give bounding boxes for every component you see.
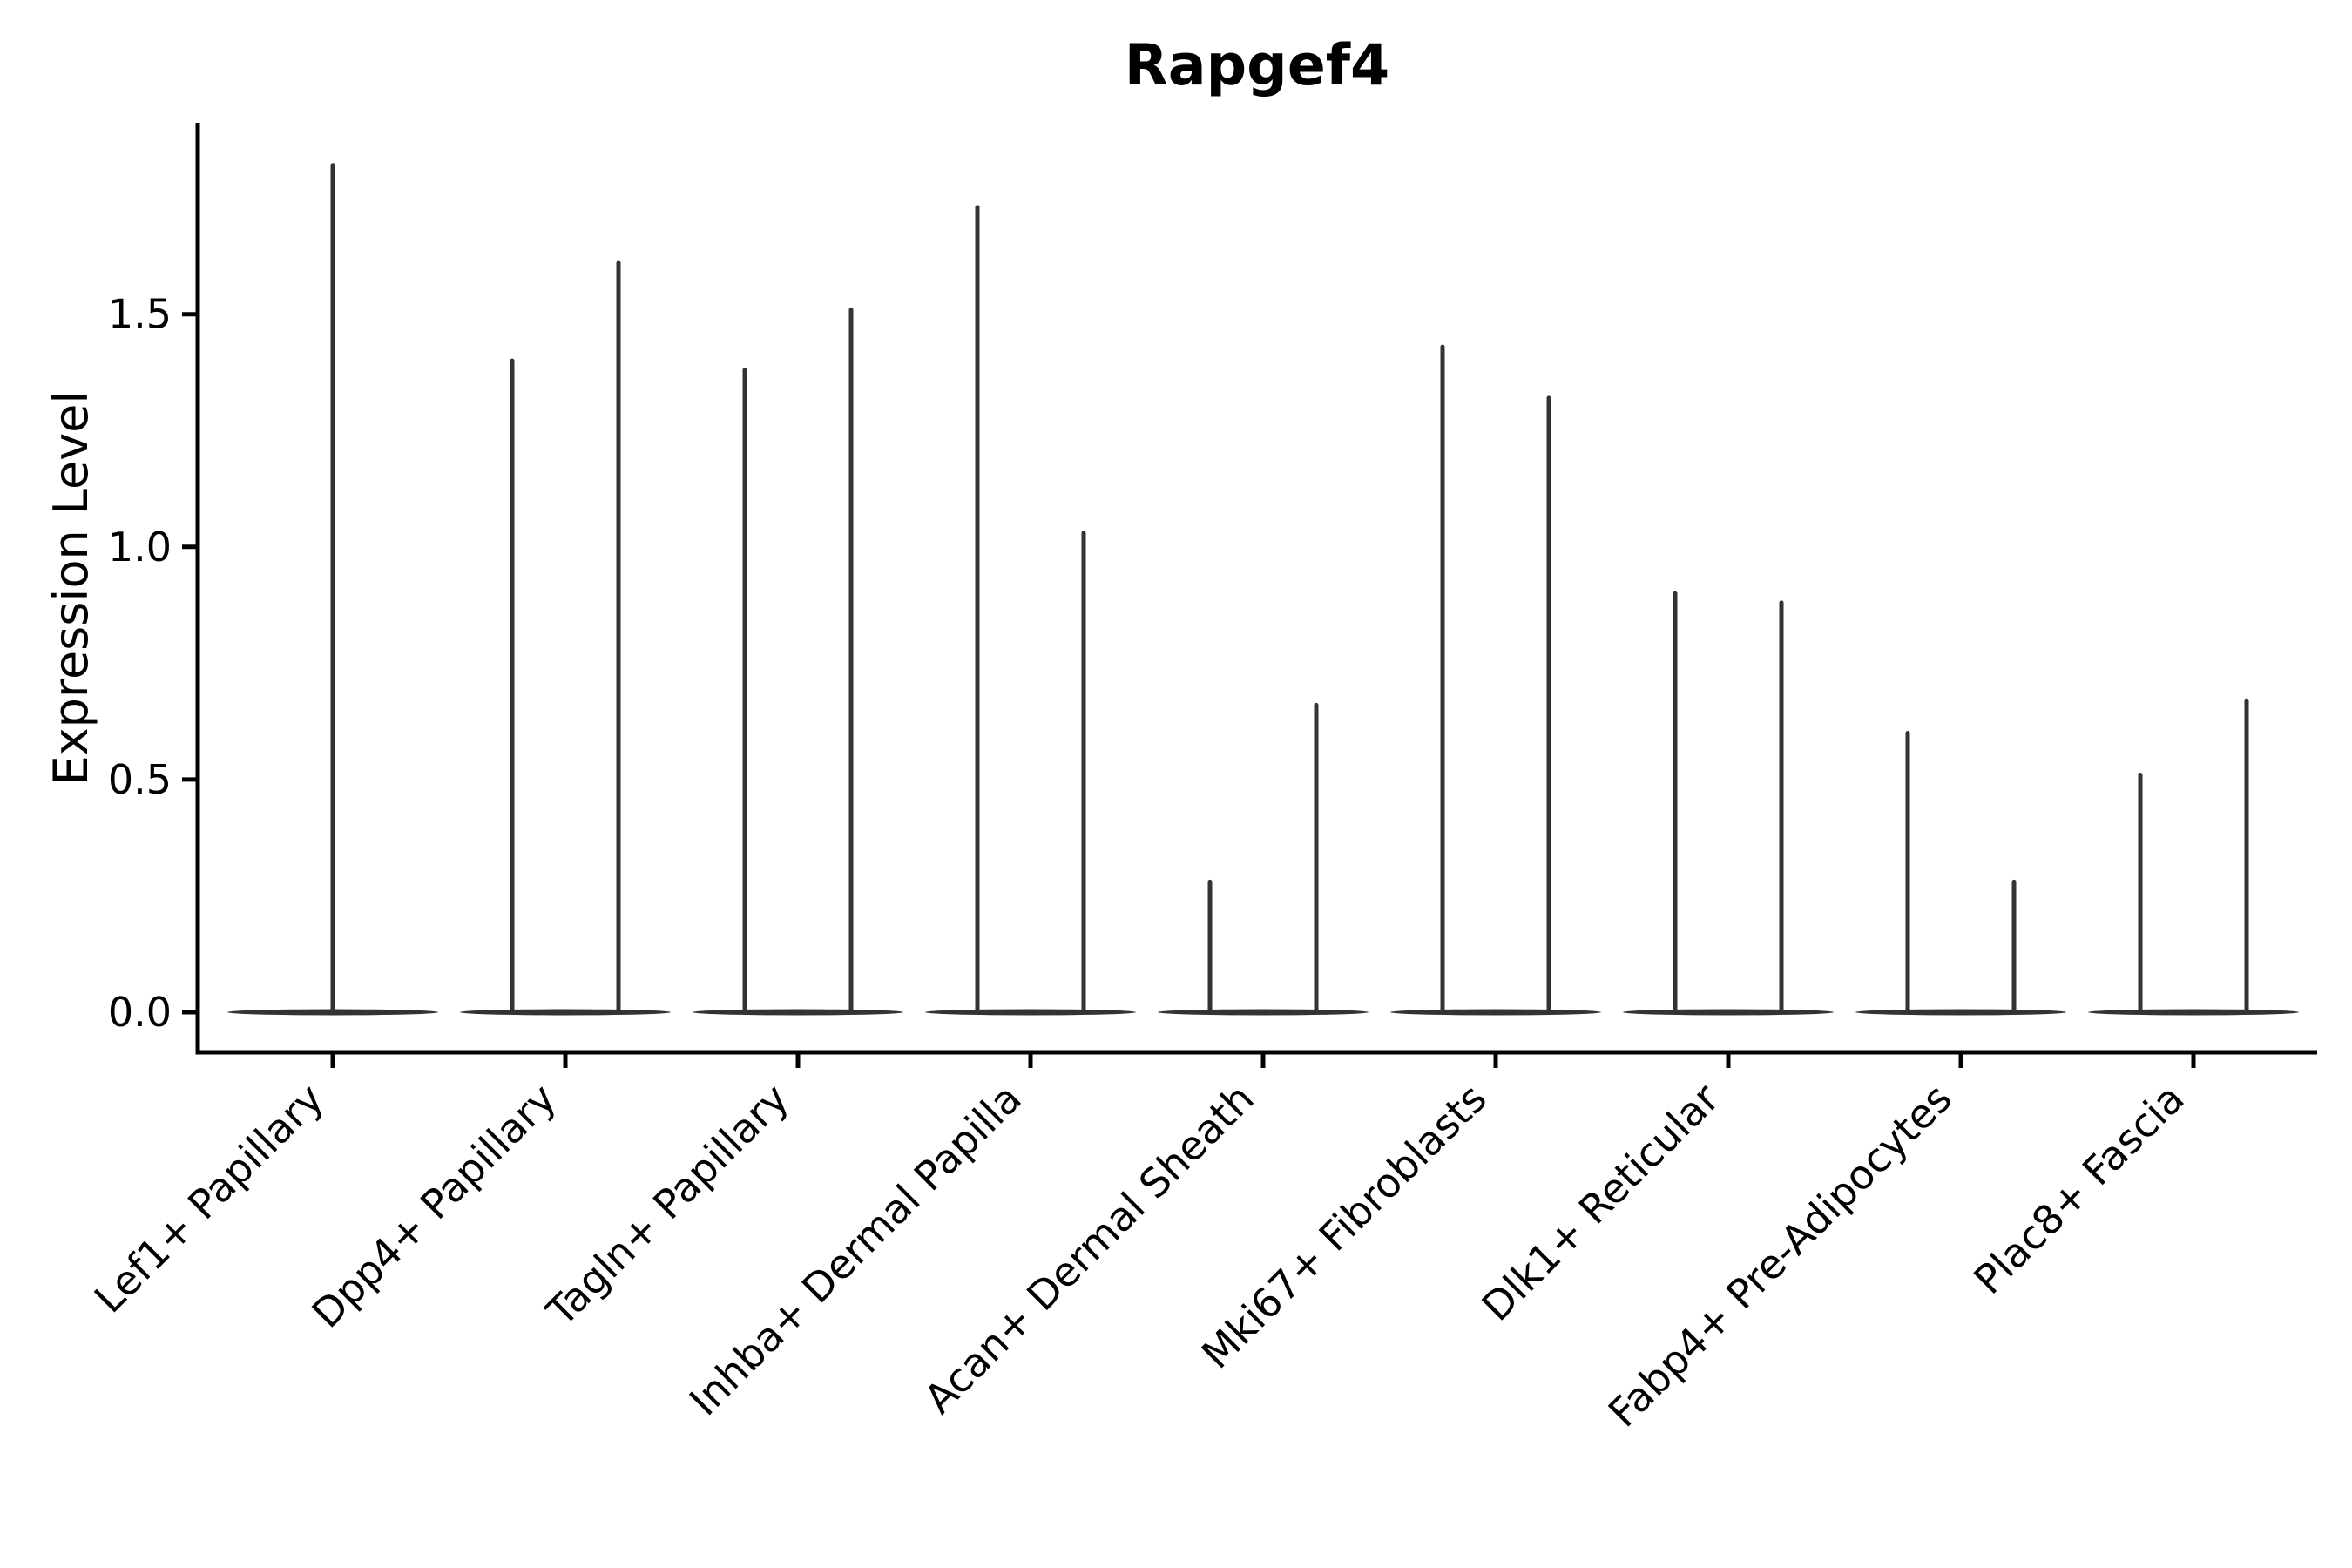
y-tick-label: 1.5 [108, 291, 172, 338]
violin-base [2088, 1009, 2299, 1016]
y-tick-label: 1.0 [108, 524, 172, 571]
y-tick-label: 0.5 [108, 756, 172, 803]
violin-base [925, 1009, 1136, 1016]
y-tick-label: 0.0 [108, 989, 172, 1036]
x-tick-label: Dpp4+ Papillary [303, 1075, 565, 1337]
x-tick-label: Lef1+ Papillary [85, 1075, 333, 1322]
violin-base [1623, 1009, 1834, 1016]
violin-base [693, 1009, 903, 1016]
violin-base [1855, 1009, 2066, 1016]
x-tick-label: Plac8+ Fascia [1964, 1075, 2193, 1303]
x-tick-label: Tagln+ Papillary [537, 1075, 798, 1336]
violin-base [1390, 1009, 1601, 1016]
violin-base [460, 1009, 671, 1016]
y-axis-label: Expression Level [44, 391, 98, 786]
chart-title: Rapgef4 [1125, 33, 1390, 98]
x-tick-label: Dlk1+ Reticular [1473, 1075, 1728, 1330]
violin-base [1158, 1009, 1369, 1016]
